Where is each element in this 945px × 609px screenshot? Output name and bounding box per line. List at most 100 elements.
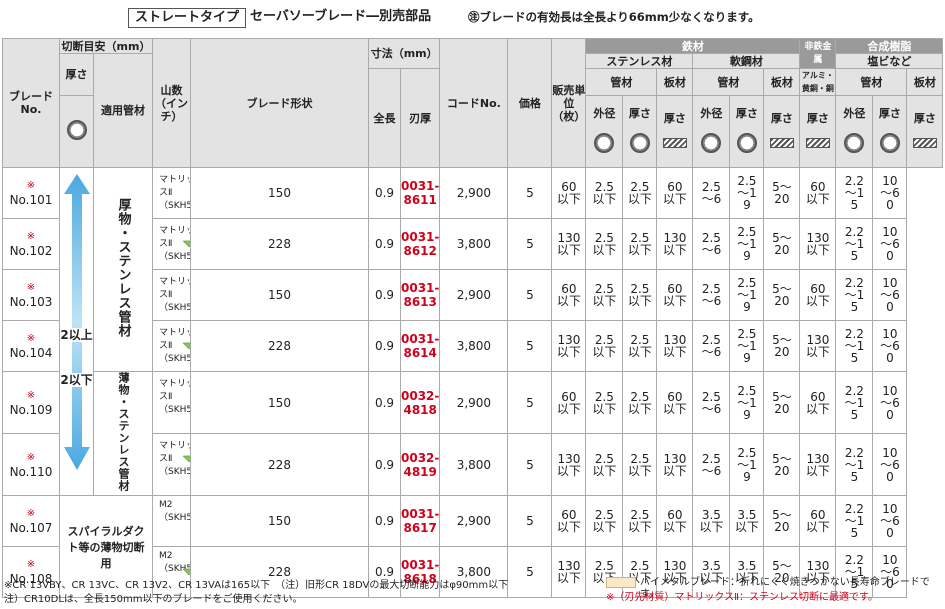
blade-no-label: No.107: [9, 521, 53, 535]
blade-shape-cell: M2（SKH51）: [152, 546, 191, 598]
capacity-value: 10～60: [872, 371, 908, 434]
capacity-value: 130以下: [799, 320, 837, 372]
capacity-value: 2.5以下: [585, 371, 624, 434]
capacity-text: 2.5以下: [627, 389, 652, 416]
capacity-value: 60以下: [551, 269, 587, 321]
price: 2,900: [439, 167, 509, 219]
capacity-value: 3.5以下: [729, 495, 765, 547]
capacity-text: 2.5以下: [627, 333, 652, 359]
capacity-text: 60以下: [662, 282, 687, 308]
blade-length: 228: [190, 546, 369, 598]
capacity-value: 130以下: [799, 218, 837, 270]
capacity-value: 10～60: [872, 433, 908, 496]
blade-thickness: 0.9: [368, 269, 401, 321]
capacity-value: 2.5以下: [622, 495, 658, 547]
capacity-value: 2.5～19: [729, 269, 765, 321]
col-blade-thick: 刃厚: [399, 68, 441, 168]
pipe-icon: [844, 133, 865, 153]
matrix-mark: ※: [26, 333, 36, 344]
capacity-value: 10～60: [872, 167, 908, 219]
thickness-icon-cell: [59, 95, 94, 168]
capacity-value: 5～20: [763, 320, 801, 372]
blade-shape-cell: マトリックスⅡ（SKH56）: [152, 371, 191, 434]
capacity-value: 60以下: [551, 495, 587, 547]
capacity-text: 2.2～15: [844, 225, 865, 263]
lower-material-cell: 薄物・ステンレス管材: [93, 371, 153, 496]
price: 2,900: [439, 495, 509, 547]
capacity-value: 130以下: [799, 433, 837, 496]
blade-material: マトリックスⅡ（SKH56）: [159, 175, 190, 211]
table-row: ※ No.107 スパイラルダクト等の薄物切断用 M2（SKH51） 1500.90…: [2, 495, 943, 598]
capacity-value: 2.5～6: [692, 167, 731, 219]
capacity-value: 2.5～19: [729, 167, 765, 219]
capacity-text: 2.2～15: [844, 445, 865, 484]
capacity-text: 60以下: [662, 180, 687, 206]
capacity-value: 2.5以下: [585, 495, 624, 547]
capacity-text: 2.5以下: [592, 389, 617, 416]
capacity-value: 130以下: [656, 218, 694, 270]
capacity-value: 2.5以下: [585, 433, 624, 496]
blade-thickness: 0.9: [368, 320, 401, 372]
capacity-value: 5～20: [763, 218, 801, 270]
capacity-text: 2.5～6: [701, 333, 722, 359]
footnote-1: ※CR 13VBY、CR 13VC、CR 13V2、CR 13VAは165以下 …: [4, 580, 509, 591]
capacity-text: 2.5～19: [737, 276, 757, 314]
capacity-text: 5～20: [772, 559, 792, 585]
blade-image: [183, 455, 190, 462]
capacity-text: 2.5以下: [627, 180, 652, 206]
capacity-text: 2.5～19: [737, 327, 757, 365]
label-outer: 外径: [700, 107, 723, 120]
capacity-value: 60以下: [551, 167, 587, 219]
capacity-text: 2.5～19: [737, 225, 757, 263]
blade-length: 150: [190, 495, 369, 547]
capacity-value: 60以下: [656, 269, 694, 321]
capacity-value: 60以下: [799, 495, 837, 547]
capacity-text: 60以下: [662, 389, 687, 416]
blade-material: マトリックスⅡ（SKH56）: [159, 328, 190, 364]
capacity-text: 5～20: [772, 282, 792, 308]
capacity-value: 5～20: [763, 269, 801, 321]
capacity-text: 10～60: [880, 225, 900, 263]
capacity-text: 130以下: [662, 333, 687, 359]
capacity-value: 60以下: [799, 269, 837, 321]
col-dimensions: 寸法（mm）: [367, 38, 441, 69]
blade-no: ※ No.108: [2, 546, 60, 598]
capacity-text: 2.2～15: [844, 553, 865, 591]
sales-unit: 5: [507, 218, 553, 270]
capacity-value: 60以下: [799, 371, 837, 434]
sales-unit: 5: [507, 167, 553, 219]
blade-no-label: No.108: [9, 572, 53, 586]
table-row: ※ No.102 マトリックスⅡ（SKH56） 2280.90031-86123,…: [2, 218, 943, 270]
up-arrow-icon: [64, 174, 90, 322]
capacity-value: 2.5以下: [622, 167, 658, 219]
capacity-text: 2.5以下: [592, 231, 617, 257]
blade-shape-cell: マトリックスⅡ（SKH56）: [152, 269, 191, 321]
blade-no: ※ No.102: [2, 218, 60, 270]
col-pipe-material: 適用管材: [93, 53, 153, 168]
down-arrow-icon: [64, 322, 90, 470]
blade-thickness: 0.9: [368, 546, 401, 598]
capacity-value: 2.2～15: [835, 433, 874, 496]
capacity-text: 10～60: [880, 445, 900, 484]
price: 3,800: [439, 218, 509, 270]
capacity-text: 2.5以下: [592, 451, 617, 478]
capacity-value: 2.5～6: [692, 218, 731, 270]
capacity-value: 2.5以下: [585, 269, 624, 321]
blade-no-label: No.104: [9, 346, 53, 360]
plate-icon: [805, 138, 830, 148]
capacity-text: 2.5～6: [701, 451, 722, 478]
capacity-value: 130以下: [551, 320, 587, 372]
legend-bimetal: バイメタルブレード：折れにくく焼きつかない長寿命ブレードです。: [640, 577, 930, 600]
page-title: セーバソーブレード―別売部品: [250, 9, 432, 24]
capacity-value: 5～20: [763, 546, 801, 598]
matrix-mark: ※: [26, 389, 36, 401]
capacity-text: 130以下: [556, 559, 581, 585]
capacity-text: 10～60: [880, 276, 900, 314]
h-ms-outer: 外径: [692, 95, 731, 168]
price: 2,900: [439, 371, 509, 434]
blade-no: ※ No.110: [2, 433, 60, 496]
capacity-text: 10～60: [880, 502, 900, 540]
code-no: 0031-8613: [399, 269, 441, 321]
label-thick: 厚さ: [806, 112, 829, 125]
capacity-value: 130以下: [551, 218, 587, 270]
